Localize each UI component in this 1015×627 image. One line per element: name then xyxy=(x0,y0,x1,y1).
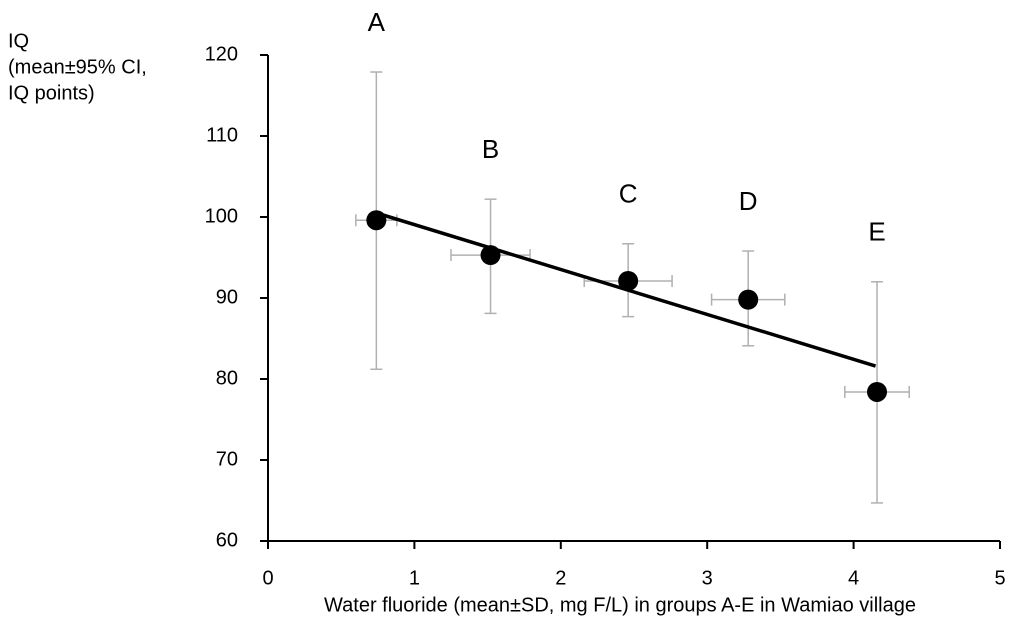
y-tick-label: 60 xyxy=(216,529,238,551)
y-axis-label: IQ points) xyxy=(8,82,95,104)
y-tick-label: 90 xyxy=(216,286,238,308)
y-tick-label: 80 xyxy=(216,367,238,389)
x-tick-label: 5 xyxy=(994,567,1005,589)
y-tick-label: 100 xyxy=(205,205,238,227)
point xyxy=(366,210,387,231)
x-tick-label: 0 xyxy=(262,567,273,589)
x-tick-label: 3 xyxy=(702,567,713,589)
point xyxy=(738,289,759,310)
x-tick-label: 1 xyxy=(409,567,420,589)
point-label: E xyxy=(868,217,885,247)
point-label: A xyxy=(368,7,386,37)
y-tick-label: 70 xyxy=(216,448,238,470)
point-label: D xyxy=(739,186,758,216)
point xyxy=(618,270,639,291)
x-tick-label: 2 xyxy=(555,567,566,589)
point xyxy=(867,381,888,402)
point xyxy=(480,245,501,266)
y-tick-label: 120 xyxy=(205,43,238,65)
y-axis-label: (mean±95% CI, xyxy=(8,56,147,78)
x-axis-label: Water fluoride (mean±SD, mg F/L) in grou… xyxy=(324,594,916,616)
point-label: C xyxy=(619,179,638,209)
x-tick-label: 4 xyxy=(848,567,859,589)
y-axis-label: IQ xyxy=(8,30,29,52)
y-tick-label: 110 xyxy=(206,124,238,146)
point-label: B xyxy=(482,134,499,164)
